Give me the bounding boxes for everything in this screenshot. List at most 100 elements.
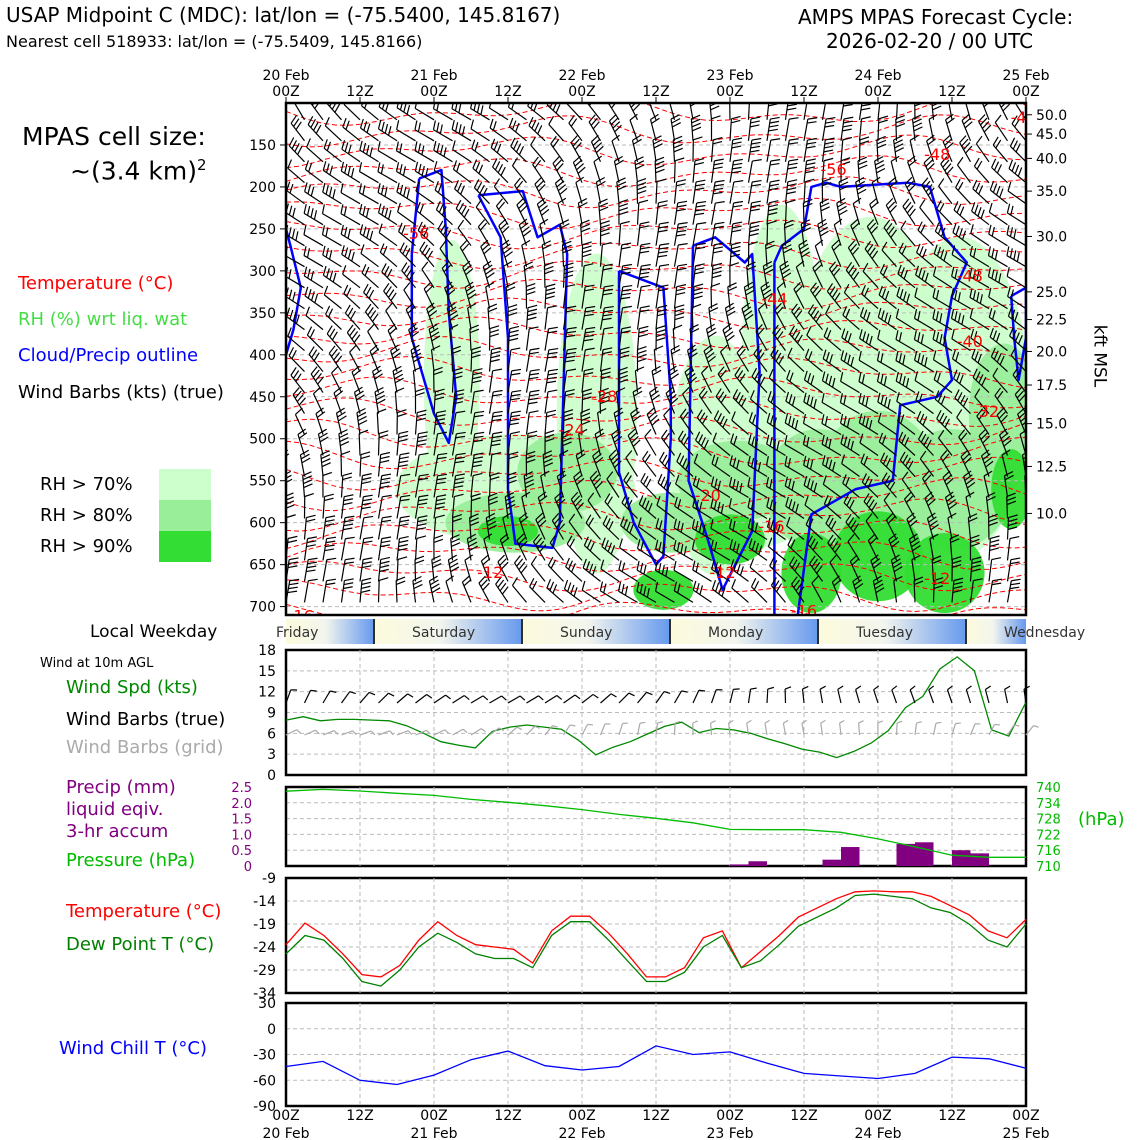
wind-barb-flag: [691, 118, 701, 124]
wind-barb-flag: [410, 331, 420, 338]
wind-barb-flag: [618, 370, 628, 376]
wind-barb-flag: [329, 249, 333, 260]
wind-barb-flag: [436, 414, 446, 418]
wind-barb-flag: [1009, 586, 1020, 590]
wind-barb-flag: [369, 344, 378, 352]
wind-barb-flag: [358, 183, 362, 193]
wind-barb-flag: [361, 477, 372, 481]
wind-barb-flag: [490, 358, 500, 363]
wind-barb-flag: [665, 566, 669, 577]
wind-barb-flag: [639, 583, 643, 594]
wind-barb-flag: [582, 396, 592, 401]
wind-barb-flag: [432, 563, 442, 569]
wind-barb-flag: [859, 136, 870, 141]
wind-barb: [599, 347, 613, 372]
wind-barb: [464, 554, 474, 582]
temperature-contour-label: -16: [758, 517, 784, 536]
wind-barb-flag: [655, 337, 666, 342]
wind-barb-staff: [710, 139, 714, 162]
wind-barb-flag: [324, 116, 330, 127]
wind-barb-staff: [396, 191, 416, 205]
wind-barb-flag: [313, 210, 318, 220]
wind-barb-flag: [894, 143, 904, 149]
wind-barb-flag: [306, 248, 311, 258]
wind-barb-flag: [365, 208, 370, 218]
pressure-tick-label: 700: [249, 600, 276, 616]
wind-barb: [377, 536, 392, 561]
wind-barb-flag: [632, 134, 641, 141]
wind-barb: [499, 533, 510, 561]
wind-barb-staff: [972, 188, 990, 205]
wind-barb-flag: [377, 203, 382, 213]
wind-barb: [585, 514, 601, 540]
wind-barb-flag: [639, 225, 650, 229]
wind-barb-flag: [501, 226, 510, 234]
wind-barb-flag: [306, 569, 316, 573]
surface-barb-staff: [322, 690, 331, 704]
pressure-tick-label: 650: [249, 558, 276, 574]
wind-barb-flag: [837, 201, 847, 208]
wind-barb-flag: [537, 491, 547, 499]
wind-barb-flag: [626, 93, 635, 100]
wind-barb-flag: [366, 123, 371, 133]
wind-barb-staff: [433, 169, 453, 184]
wind-barb: [562, 409, 574, 435]
wind-barb-staff: [682, 393, 694, 414]
wind-barb-flag: [499, 558, 507, 566]
wind-barb-staff: [414, 107, 435, 121]
wind-barb: [593, 155, 603, 183]
pressure-tick-label: 710: [1036, 860, 1061, 875]
wind-barb-flag: [306, 565, 317, 569]
wind-barb-flag: [492, 368, 503, 372]
surface-wind-barb-true: [563, 694, 581, 704]
wind-barb: [961, 113, 973, 142]
wind-barb-flag: [489, 333, 500, 338]
height-tick-label: 22.5: [1036, 313, 1067, 329]
wind-barb-flag: [316, 411, 326, 418]
wind-barb-flag: [382, 515, 392, 519]
wind-barb-staff: [414, 454, 420, 477]
wind-barb-staff: [507, 349, 512, 372]
wind-barb-flag: [563, 270, 574, 275]
bottom-hour-label: 12Z: [790, 1108, 817, 1124]
wind-barb-flag: [432, 120, 436, 130]
wind-barb: [621, 494, 638, 519]
wind-barb: [480, 554, 491, 582]
wind-barb-flag: [380, 481, 390, 485]
wind-barb: [415, 181, 435, 205]
wind-barb-flag: [324, 523, 335, 527]
surface-barb-flag: [955, 722, 961, 725]
wind-barb-flag: [1007, 181, 1012, 192]
wind-barb: [660, 429, 675, 456]
wind-barb-staff: [729, 223, 734, 246]
wind-barb: [323, 139, 342, 163]
wind-barb: [636, 284, 651, 309]
wind-barb-flag: [566, 351, 577, 355]
wind-barb-staff: [803, 160, 808, 183]
surface-barb-flag: [605, 723, 611, 725]
wind-barb-staff: [521, 245, 528, 267]
wind-tick-label: 9: [267, 706, 276, 722]
wind-barb-flag: [390, 344, 399, 352]
wind-barb-flag: [673, 135, 683, 141]
wind-barb-flag: [568, 115, 575, 124]
wind-barb-flag: [637, 189, 647, 195]
wind-barb-flag: [599, 581, 604, 591]
wind-barb-flag: [289, 557, 299, 561]
wind-barb: [340, 183, 361, 205]
pressure-tick-label: 600: [249, 516, 276, 532]
wind-barb-flag: [548, 115, 555, 125]
wind-barb-staff: [544, 412, 548, 435]
wind-barb: [534, 176, 546, 204]
wind-barb-flag: [345, 120, 350, 130]
wind-barb-flag: [343, 498, 354, 502]
wind-barb: [292, 387, 306, 414]
wind-barb-flag: [599, 395, 610, 401]
wind-barb-flag: [1027, 494, 1036, 497]
wind-barb: [525, 410, 539, 435]
wind-barb-flag: [713, 166, 723, 170]
wind-barb-staff: [768, 546, 786, 561]
top-hour-label: 12Z: [642, 84, 669, 100]
wind-barb-flag: [329, 165, 334, 176]
wind-barb-flag: [646, 587, 650, 598]
